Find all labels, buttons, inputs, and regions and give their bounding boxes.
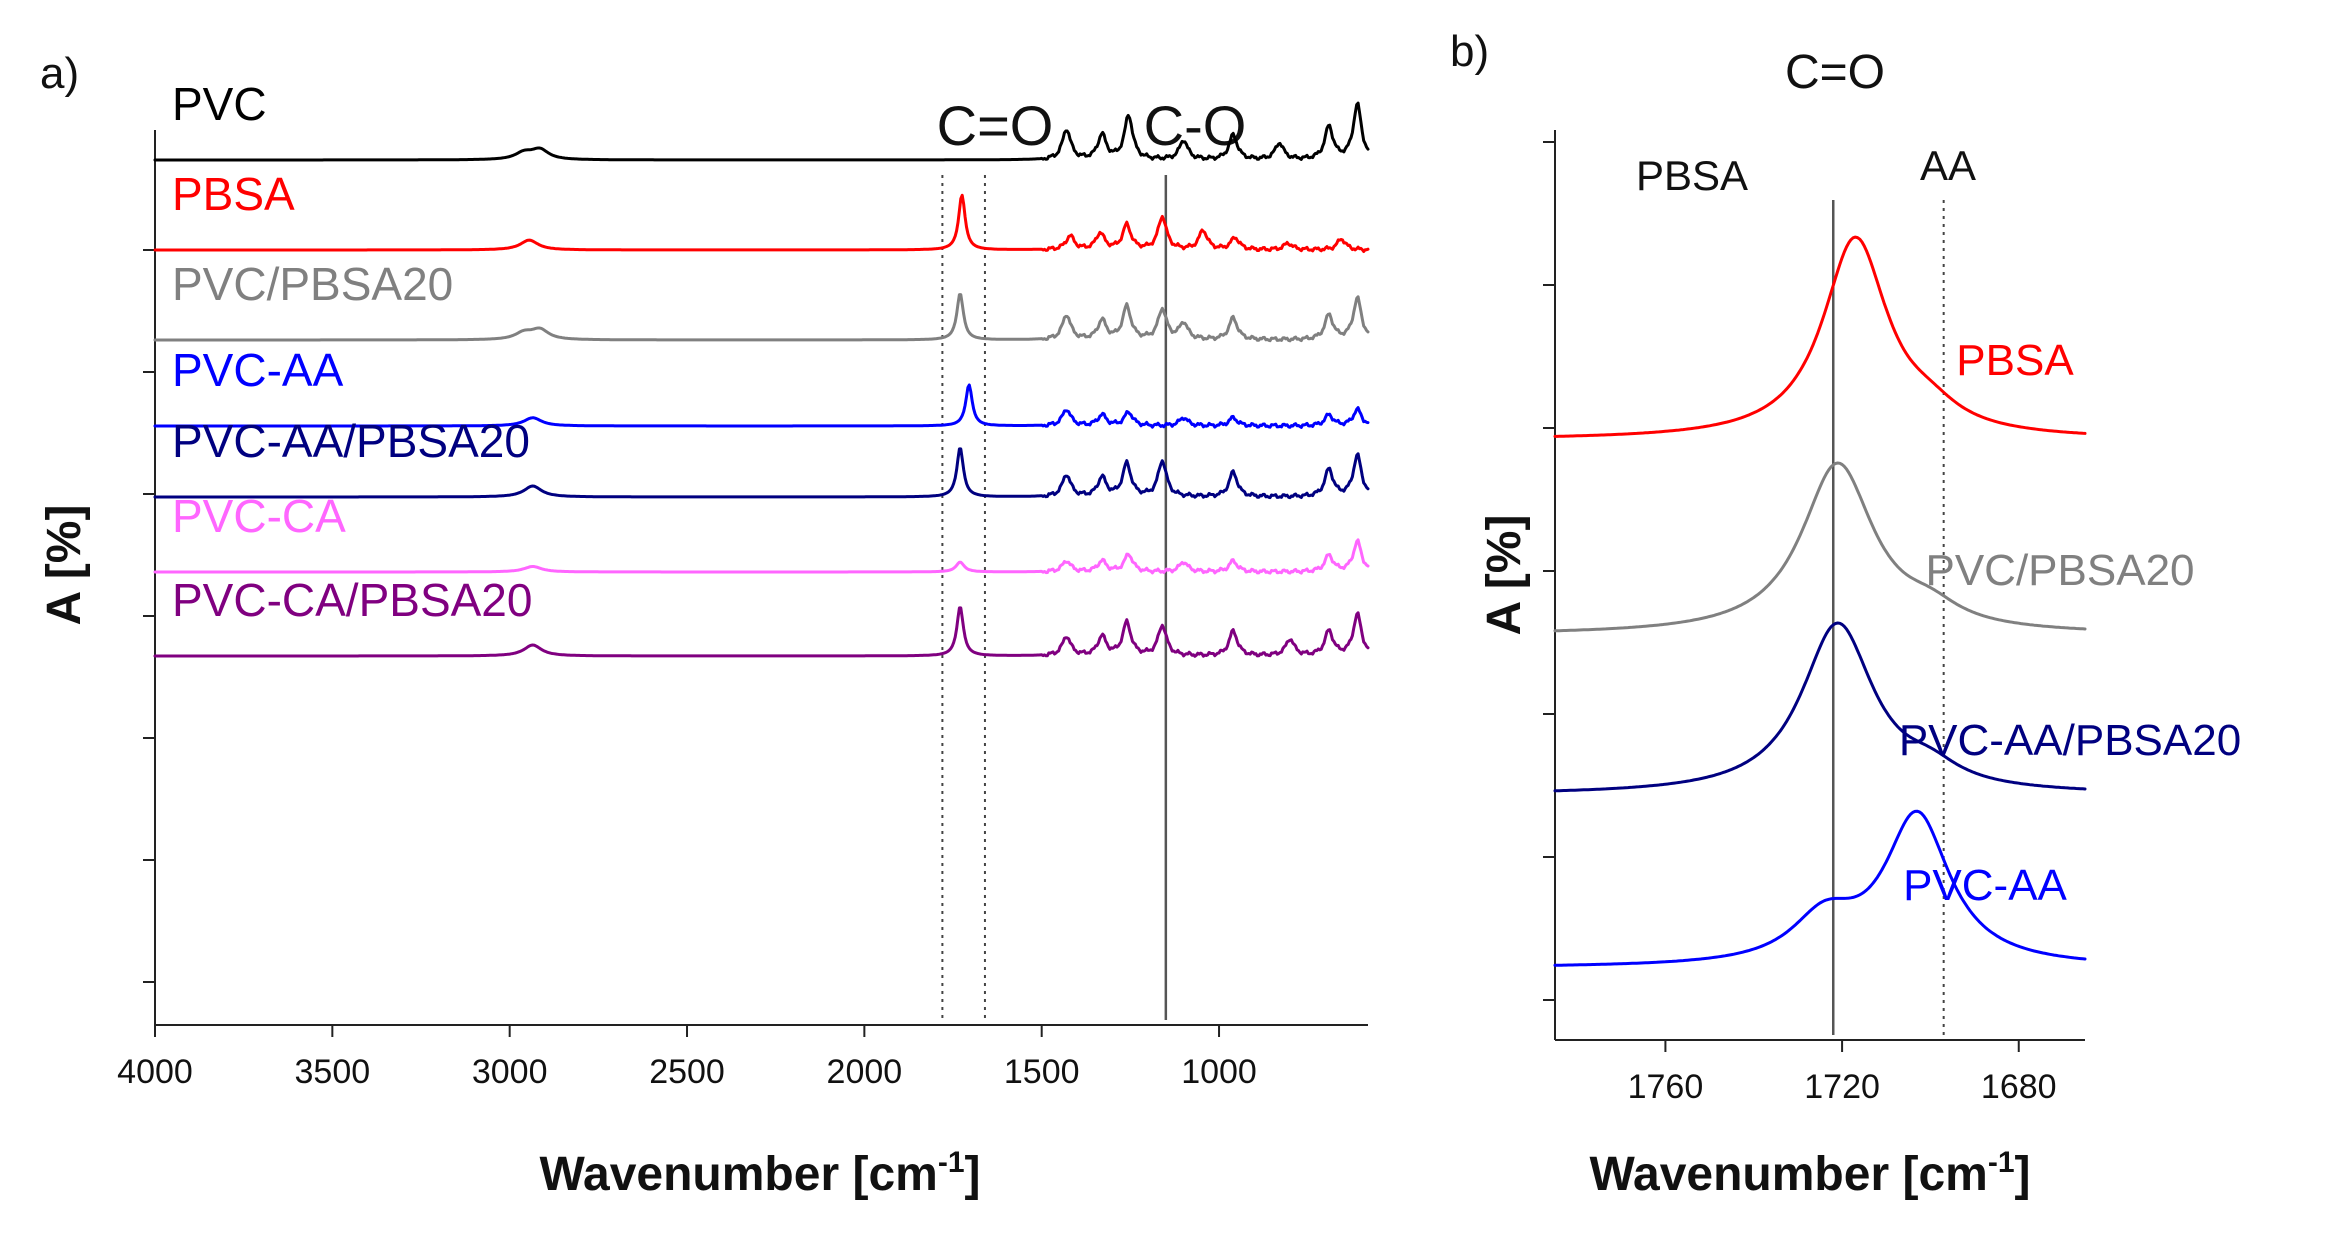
panel-b-label-pvc-aa: PVC-AA (1903, 861, 2067, 910)
panel-a-y-ticks (143, 249, 155, 983)
panel-b-y-axis-title: A [%] (1478, 515, 1531, 636)
panel-a-curves (153, 101, 1370, 658)
panel-a-label-pvc-ca: PVC-CA (172, 490, 346, 542)
panel-b-x-tick-label: 1720 (1804, 1068, 1880, 1106)
panel-b-x-ticks: 1760 1720 1680 (1628, 1040, 2057, 1106)
panel-a-x-title-main: Wavenumber [cm (540, 1148, 938, 1201)
panel-a-curve-pbsa (153, 193, 1370, 253)
panel-a-x-tick-label: 2000 (827, 1053, 903, 1091)
panel-b-pbsa-ref-label: PBSA (1636, 152, 1748, 199)
panel-a-x-title-sup: -1 (938, 1146, 965, 1179)
panel-a-co-single-label: C-O (1144, 94, 1247, 157)
panel-a-curve-pvc-ca (153, 538, 1370, 575)
panel-b-curve-pbsa (1553, 235, 2087, 438)
panel-a-x-tick-label: 4000 (117, 1053, 193, 1091)
panel-a-x-tick-label: 3000 (472, 1053, 548, 1091)
panel-b-x-title-sup: -1 (1988, 1146, 2015, 1179)
panel-a-label-pvc-aa: PVC-AA (172, 344, 344, 396)
panel-a-y-axis-title: A [%] (38, 505, 91, 626)
panel-b-x-axis-title: Wavenumber [cm-1] (1590, 1146, 2031, 1201)
panel-a: a) 4000 3500 3000 2500 2000 1500 1000 C=O C-O … (38, 49, 1370, 1201)
panel-b-x-title-end: ] (2015, 1148, 2031, 1201)
panel-b: b) 1760 1720 1680 C=O PBSA AA PBSA PVC/PBSA… (1450, 27, 2241, 1201)
panel-a-curve-pvc-pbsa20 (153, 293, 1370, 343)
panel-a-series-labels: PVC PBSA PVC/PBSA20 PVC-AA PVC-AA/PBSA20 PVC-… (172, 78, 532, 626)
panel-b-x-tick-label: 1680 (1981, 1068, 2057, 1106)
panel-a-label: a) (40, 49, 79, 98)
panel-a-x-tick-label: 1000 (1181, 1053, 1257, 1091)
panel-b-curve-pvc-aa (1553, 809, 2087, 967)
panel-a-curve-pvc-aa (153, 383, 1370, 429)
panel-b-x-title-main: Wavenumber [cm (1590, 1148, 1988, 1201)
panel-b-aa-ref-label: AA (1920, 142, 1976, 189)
panel-b-curves (1553, 235, 2087, 967)
panel-a-x-tick-label: 1500 (1004, 1053, 1080, 1091)
panel-a-label-pvc-ca-pbsa20: PVC-CA/PBSA20 (172, 574, 532, 626)
panel-b-curve-pvc-pbsa20 (1553, 461, 2087, 633)
panel-b-curve-pvc-aa-pbsa20 (1553, 621, 2087, 793)
panel-a-label-pbsa: PBSA (172, 168, 295, 220)
panel-a-label-pvc: PVC (172, 78, 267, 130)
panel-a-x-ticks: 4000 3500 3000 2500 2000 1500 1000 (117, 1025, 1257, 1091)
panel-b-y-ticks (1543, 141, 1555, 1001)
panel-a-co-double-label: C=O (937, 94, 1054, 157)
panel-b-co-label: C=O (1785, 46, 1885, 99)
panel-a-label-pvc-aa-pbsa20: PVC-AA/PBSA20 (172, 415, 530, 467)
panel-b-series-labels: PBSA PVC/PBSA20 PVC-AA/PBSA20 PVC-AA (1899, 336, 2241, 910)
panel-b-x-tick-label: 1760 (1628, 1068, 1704, 1106)
panel-a-reference-lines (941, 175, 1168, 1020)
panel-b-label-pvc-aa-pbsa20: PVC-AA/PBSA20 (1899, 716, 2241, 765)
panel-a-curve-pvc-ca-pbsa20 (153, 606, 1370, 658)
panel-b-label: b) (1450, 27, 1489, 76)
panel-a-x-title-end: ] (965, 1148, 981, 1201)
panel-b-label-pbsa: PBSA (1956, 336, 2074, 385)
panel-a-curve-pvc (153, 101, 1370, 162)
panel-a-x-axis-title: Wavenumber [cm-1] (540, 1146, 981, 1201)
panel-a-curve-pvc-aa-pbsa20 (153, 447, 1370, 500)
panel-b-label-pvc-pbsa20: PVC/PBSA20 (1925, 546, 2194, 595)
panel-b-reference-lines (1832, 200, 1945, 1035)
panel-a-label-pvc-pbsa20: PVC/PBSA20 (172, 258, 453, 310)
panel-a-x-tick-label: 3500 (295, 1053, 371, 1091)
panel-a-x-tick-label: 2500 (649, 1053, 725, 1091)
